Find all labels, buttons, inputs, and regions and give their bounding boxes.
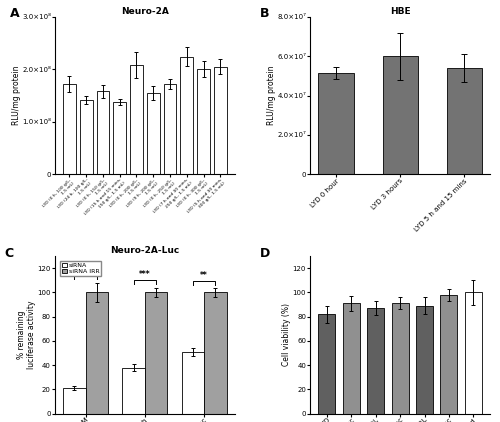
Y-axis label: Cell viability (%): Cell viability (%) xyxy=(282,303,291,366)
Bar xyxy=(122,368,145,414)
Title: Neuro-2A: Neuro-2A xyxy=(121,7,169,16)
Title: HBE: HBE xyxy=(390,7,410,16)
Bar xyxy=(145,292,168,414)
Bar xyxy=(63,388,86,414)
Bar xyxy=(382,56,418,174)
Bar xyxy=(164,84,176,174)
Bar xyxy=(318,314,336,414)
Y-axis label: RLU/mg protein: RLU/mg protein xyxy=(267,66,276,125)
Bar xyxy=(114,102,126,174)
Bar xyxy=(446,68,482,174)
Bar xyxy=(147,93,160,174)
Bar xyxy=(96,92,110,174)
Bar xyxy=(465,292,482,414)
Text: ***: *** xyxy=(80,265,92,274)
Bar xyxy=(130,65,143,174)
Bar xyxy=(86,292,108,414)
Text: D: D xyxy=(260,247,270,260)
Text: A: A xyxy=(10,8,20,20)
Bar xyxy=(343,303,360,414)
Bar xyxy=(367,308,384,414)
Y-axis label: % remaining
luciferase activity: % remaining luciferase activity xyxy=(16,300,36,369)
Bar xyxy=(440,295,458,414)
Bar xyxy=(63,84,76,174)
Bar xyxy=(318,73,354,174)
Bar xyxy=(214,67,226,174)
Y-axis label: RLU/mg protein: RLU/mg protein xyxy=(12,66,20,125)
Text: **: ** xyxy=(200,271,208,280)
Title: Neuro-2A-Luc: Neuro-2A-Luc xyxy=(110,246,180,255)
Bar xyxy=(204,292,227,414)
Text: C: C xyxy=(4,247,14,260)
Bar xyxy=(182,352,204,414)
Bar xyxy=(198,69,210,174)
Bar xyxy=(416,306,433,414)
Text: ***: *** xyxy=(139,270,150,279)
Bar xyxy=(80,100,92,174)
Bar xyxy=(392,303,408,414)
Bar xyxy=(180,57,193,174)
Legend: siRNA, siRNA IRR: siRNA, siRNA IRR xyxy=(60,261,101,276)
Text: B: B xyxy=(260,8,270,20)
